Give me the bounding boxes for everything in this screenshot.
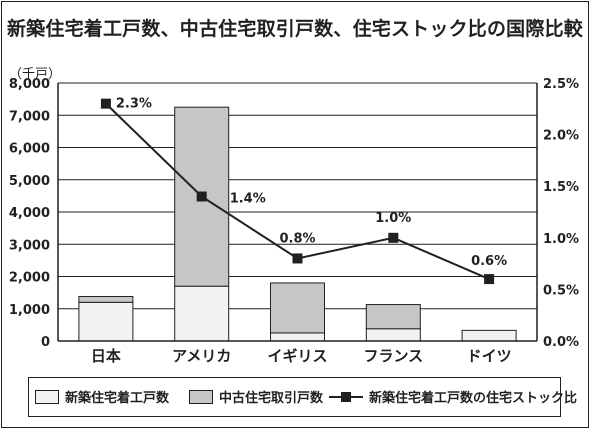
- chart-title: 新築住宅着工戸数、中古住宅取引戸数、住宅ストック比の国際比較: [6, 18, 583, 40]
- ratio-data-label: 1.0%: [375, 211, 411, 226]
- y2-tick-label: 1.5%: [543, 180, 579, 195]
- x-tick-label: イギリス: [267, 347, 327, 365]
- bar-new: [461, 329, 517, 342]
- legend-swatch-ratio: [329, 390, 363, 404]
- ratio-data-label: 2.3%: [116, 97, 152, 112]
- y2-tick-label: 2.5%: [543, 77, 579, 92]
- legend-item-new: 新築住宅着工戸数: [35, 387, 169, 406]
- ratio-marker: [292, 253, 303, 264]
- ratio-data-label: 0.6%: [471, 254, 507, 269]
- bar-used: [78, 295, 134, 303]
- legend-label-ratio: 新築住宅着工戸数の住宅ストック比: [369, 391, 578, 406]
- bar-new: [270, 332, 325, 342]
- legend-swatch-used: [189, 389, 213, 404]
- y2-tick-label: 0.0%: [543, 335, 579, 350]
- ratio-marker: [100, 98, 111, 109]
- legend-swatch-new: [35, 389, 59, 404]
- y-tick-label: 2,000: [9, 271, 50, 286]
- y-tick-label: 4,000: [9, 206, 50, 221]
- legend-label-used: 中古住宅取引戸数: [219, 391, 324, 406]
- y-tick-label: 1,000: [9, 303, 50, 318]
- y-tick-label: 0: [41, 335, 50, 350]
- ratio-marker: [484, 274, 495, 285]
- y-tick-label: 8,000: [9, 77, 50, 92]
- y2-tick-label: 2.0%: [543, 129, 579, 144]
- y-tick-label: 3,000: [9, 238, 50, 253]
- legend-item-ratio: 新築住宅着工戸数の住宅ストック比: [329, 387, 577, 406]
- legend: 新築住宅着工戸数 中古住宅取引戸数 新築住宅着工戸数の住宅ストック比: [28, 377, 577, 417]
- ratio-data-label: 0.8%: [279, 231, 315, 246]
- bar-new: [174, 285, 230, 342]
- x-tick-label: フランス: [363, 347, 423, 365]
- ratio-data-label: 1.4%: [230, 192, 266, 207]
- legend-item-used: 中古住宅取引戸数: [189, 387, 323, 406]
- ratio-line: [105, 102, 490, 280]
- bar-used: [270, 282, 325, 334]
- y-tick-label: 7,000: [9, 109, 50, 124]
- y-tick-label: 5,000: [9, 174, 50, 189]
- bar-new: [365, 328, 421, 342]
- x-tick-label: 日本: [91, 347, 121, 365]
- y2-tick-label: 1.0%: [543, 232, 579, 247]
- x-tick-label: アメリカ: [172, 347, 231, 365]
- bar-new: [78, 301, 134, 342]
- bar-used: [365, 304, 421, 330]
- y2-tick-label: 0.5%: [543, 283, 579, 298]
- legend-label-new: 新築住宅着工戸数: [65, 391, 170, 406]
- y-tick-label: 6,000: [9, 142, 50, 157]
- x-tick-label: ドイツ: [467, 347, 512, 365]
- y-axis-unit-label: （千戸）: [9, 67, 62, 82]
- ratio-marker: [388, 232, 399, 243]
- ratio-marker: [196, 191, 207, 202]
